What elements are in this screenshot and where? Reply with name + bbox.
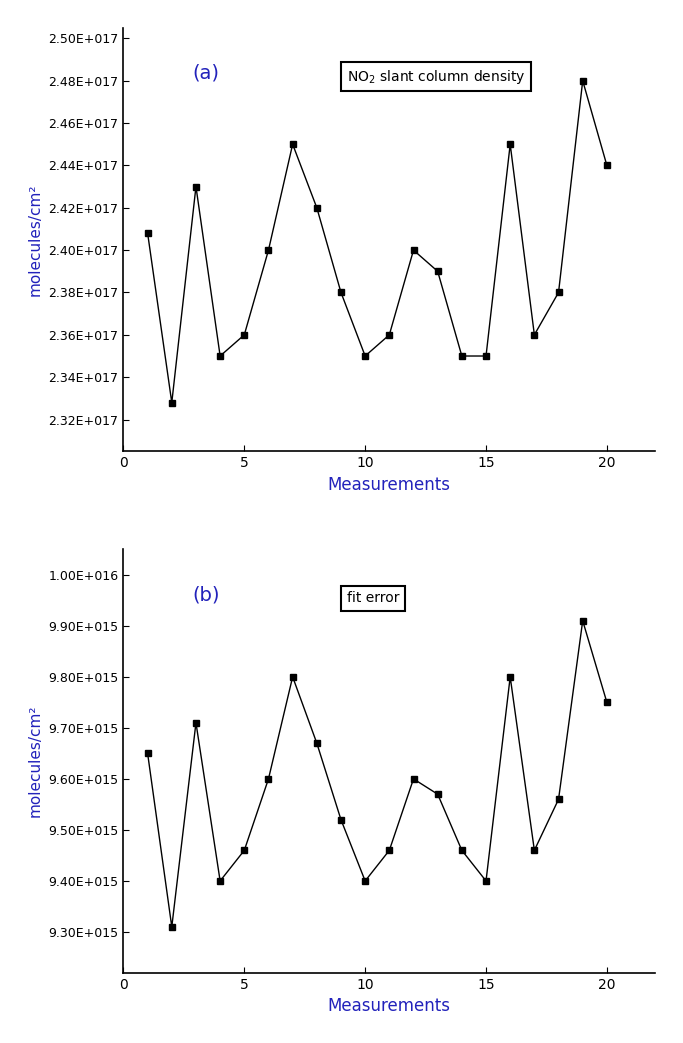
X-axis label: Measurements: Measurements [328,997,451,1015]
Y-axis label: molecules/cm²: molecules/cm² [28,184,43,296]
Text: (a): (a) [193,64,219,82]
Text: (b): (b) [193,585,220,604]
X-axis label: Measurements: Measurements [328,476,451,493]
Text: fit error: fit error [347,591,400,605]
Text: NO$_2$ slant column density: NO$_2$ slant column density [347,68,525,86]
Y-axis label: molecules/cm²: molecules/cm² [28,705,43,818]
